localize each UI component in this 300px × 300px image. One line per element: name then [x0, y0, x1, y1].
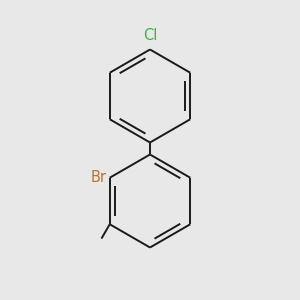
Text: Cl: Cl — [143, 28, 157, 43]
Text: Br: Br — [90, 170, 106, 185]
